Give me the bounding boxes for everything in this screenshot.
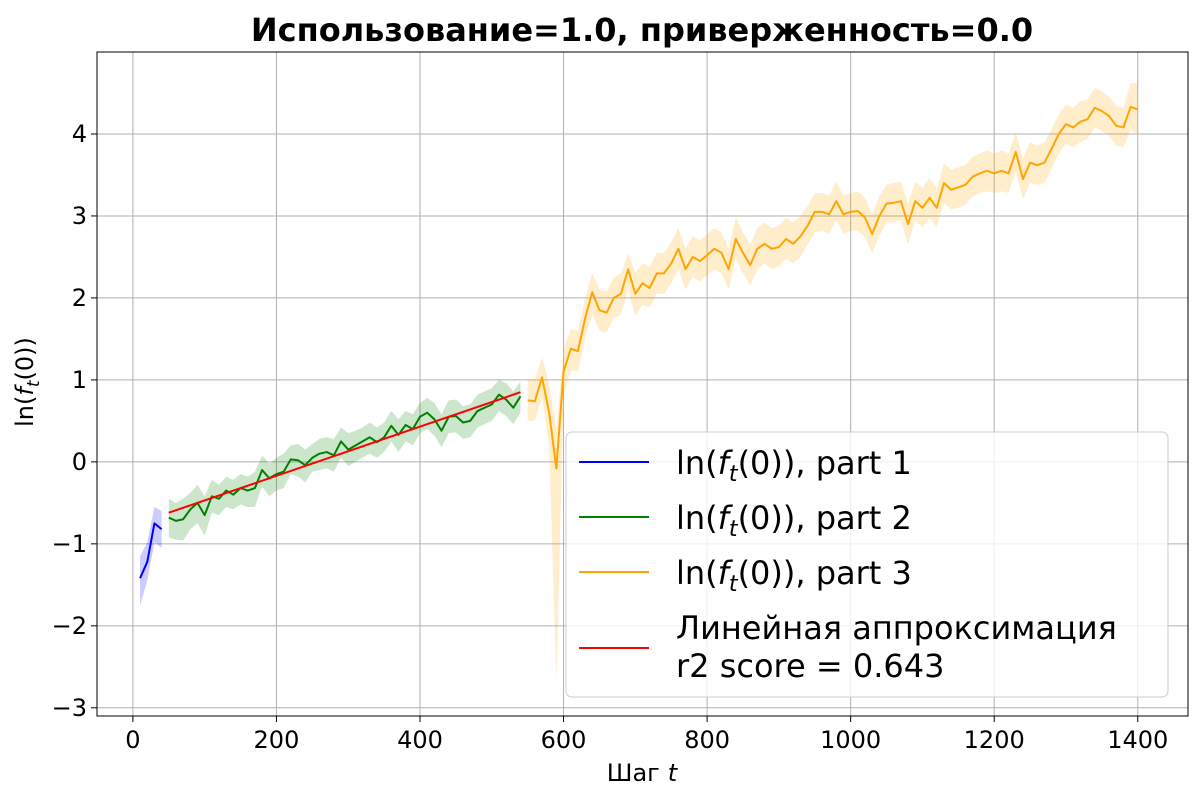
- plot-frame: [96, 51, 1189, 717]
- x-tick-label: 1000: [820, 726, 881, 754]
- x-tick-label: 400: [397, 726, 443, 754]
- y-tick-label: 3: [72, 202, 87, 230]
- y-tick-label: −3: [52, 694, 87, 722]
- y-axis-label-suffix: (0)): [11, 337, 39, 380]
- y-tick-label: 0: [72, 448, 87, 476]
- legend-label-part-1: ln(ft(0)), part 1: [676, 444, 912, 487]
- confidence-bands: [140, 83, 1138, 684]
- series-lines: [139, 105, 1139, 579]
- x-tick-label: 0: [125, 726, 140, 754]
- legend-label-part-3: ln(ft(0)), part 3: [676, 554, 912, 597]
- chart-title: Использование=1.0, приверженность=0.0: [251, 11, 1033, 49]
- band-part-1: [140, 506, 162, 606]
- y-axis-label-sub: t: [24, 379, 44, 387]
- y-axis-ticks: −3 −2 −1 0 1 2 3 4: [52, 120, 97, 722]
- y-tick-label: 1: [72, 366, 87, 394]
- y-tick-label: 2: [72, 284, 87, 312]
- line-linear-fit: [168, 391, 521, 514]
- x-tick-label: 1200: [964, 726, 1025, 754]
- x-axis-ticks: 0 200 400 600 800 1000 1200 1400: [125, 716, 1168, 754]
- x-axis-label-text: Шаг: [607, 759, 660, 787]
- line-part-1: [139, 522, 163, 579]
- band-part-3: [527, 83, 1138, 684]
- line-part-2: [168, 393, 522, 522]
- y-tick-label: 4: [72, 120, 87, 148]
- x-axis-label-var: t: [668, 759, 679, 787]
- x-tick-label: 600: [541, 726, 587, 754]
- legend-label-linear-fit: Линейная аппроксимация: [676, 609, 1117, 647]
- y-axis-label: ln(ft(0)): [11, 337, 44, 427]
- x-tick-label: 1400: [1107, 726, 1168, 754]
- legend: ln(ft(0)), part 1 ln(ft(0)), part 2 ln(f…: [565, 431, 1169, 698]
- x-axis-label: Шаг t: [607, 759, 679, 787]
- x-tick-label: 800: [684, 726, 730, 754]
- y-axis-label-prefix: ln(: [11, 396, 39, 427]
- legend-label-part-2: ln(ft(0)), part 2: [676, 499, 912, 542]
- band-part-2: [168, 379, 521, 541]
- line-part-3: [527, 105, 1139, 470]
- x-tick-label: 200: [254, 726, 300, 754]
- legend-label-r2-score: r2 score = 0.643: [676, 647, 944, 685]
- y-tick-label: −2: [52, 612, 87, 640]
- y-tick-label: −1: [52, 530, 87, 558]
- legend-box: [565, 431, 1169, 698]
